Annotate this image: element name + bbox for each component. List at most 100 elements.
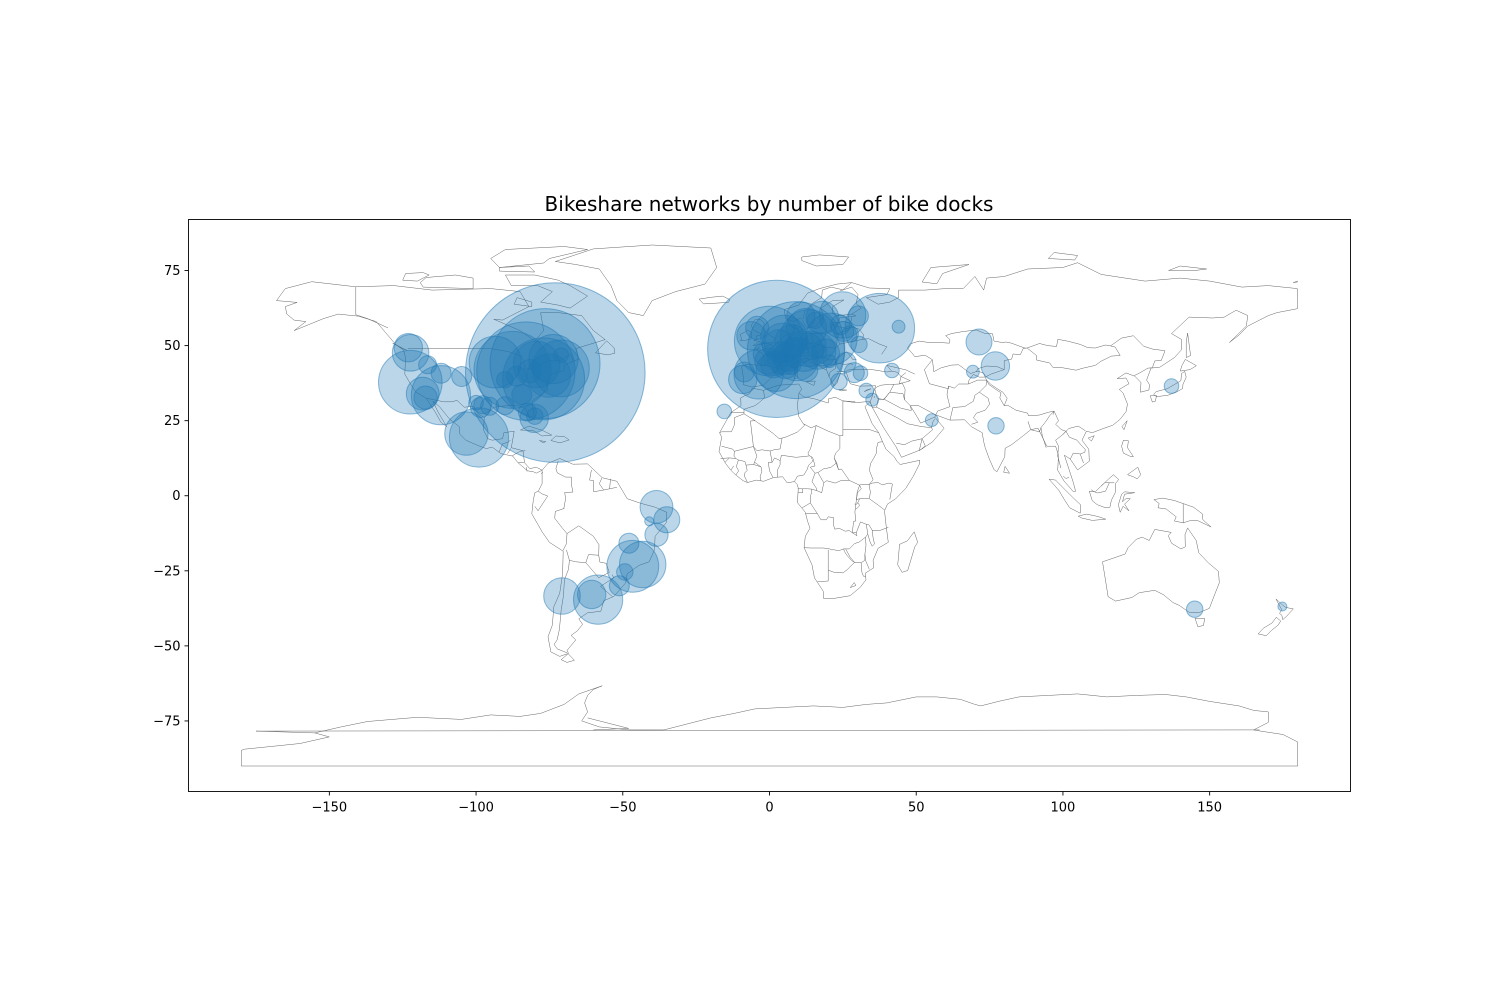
network-point <box>733 361 755 383</box>
network-point <box>1186 600 1204 618</box>
land-victoria-island <box>420 274 474 289</box>
country-border <box>407 348 574 370</box>
world-basemap <box>241 244 1298 767</box>
network-point <box>754 347 782 375</box>
country-border <box>525 467 528 472</box>
network-point <box>418 355 438 375</box>
network-point <box>852 365 869 382</box>
country-border <box>1110 335 1166 376</box>
land-madagascar <box>897 531 918 573</box>
country-border <box>810 502 818 514</box>
country-border <box>874 384 895 400</box>
network-point <box>526 407 544 425</box>
y-tick-label: −25 <box>153 564 180 579</box>
land-nz-north <box>1275 598 1294 620</box>
land-jamaica <box>539 440 547 443</box>
network-point <box>830 372 848 391</box>
land-severnaya-zemlya <box>1048 252 1078 261</box>
land-nz-south <box>1257 617 1281 636</box>
land-new-guinea <box>1153 497 1212 528</box>
country-border <box>724 457 730 463</box>
land-novaya-zemlya <box>921 264 970 285</box>
y-tick-label: 75 <box>164 264 181 279</box>
network-point <box>608 575 630 597</box>
network-point <box>506 365 528 387</box>
land-south-america <box>531 458 668 657</box>
land-wrangel-island <box>1293 280 1298 283</box>
land-new-siberian-islands <box>1168 265 1207 271</box>
land-southampton-island <box>513 297 533 307</box>
x-tick-label: 0 <box>765 801 773 816</box>
network-point <box>728 364 758 395</box>
country-border <box>896 438 926 447</box>
country-border <box>609 478 611 489</box>
country-border <box>797 473 817 491</box>
land-tasmania <box>1194 617 1205 627</box>
network-point <box>847 305 869 327</box>
country-border <box>1070 452 1084 464</box>
land-sicily <box>805 380 816 386</box>
country-border <box>730 465 734 471</box>
network-point <box>774 324 809 359</box>
network-point <box>987 417 1005 435</box>
country-border <box>816 482 825 493</box>
bikeshare-points <box>378 279 1288 625</box>
network-point <box>752 341 777 367</box>
country-border <box>554 508 568 551</box>
network-point <box>810 338 840 368</box>
country-border <box>984 348 1024 406</box>
network-point <box>806 311 824 330</box>
land-ross-shelf <box>255 729 1260 734</box>
country-border <box>498 440 511 453</box>
network-point <box>924 413 939 428</box>
country-border <box>805 342 825 348</box>
country-border <box>507 448 511 454</box>
network-point <box>763 329 794 359</box>
country-border <box>873 395 876 399</box>
network-point <box>495 396 515 416</box>
country-border <box>886 365 915 375</box>
country-border <box>735 459 739 476</box>
network-point <box>829 314 851 336</box>
network-point <box>451 366 473 387</box>
land-vancouver-island <box>392 342 408 351</box>
network-point <box>1277 601 1288 612</box>
network-point <box>606 539 660 593</box>
land-cyprus <box>864 388 872 392</box>
network-point <box>444 411 489 456</box>
land-hispaniola <box>550 435 570 444</box>
country-border <box>868 482 893 500</box>
land-baffin-island <box>505 274 588 309</box>
network-point <box>526 353 571 398</box>
x-tick-label: −50 <box>609 801 636 816</box>
country-border <box>1090 482 1110 494</box>
country-border <box>900 372 907 377</box>
country-border <box>768 450 774 478</box>
country-border <box>534 490 548 512</box>
network-point <box>884 362 900 379</box>
network-point <box>716 403 733 420</box>
network-point <box>393 333 423 363</box>
country-border <box>817 472 850 484</box>
country-border <box>355 286 389 329</box>
network-point <box>644 522 669 547</box>
country-border <box>817 549 829 582</box>
x-tick-label: −100 <box>458 801 494 816</box>
network-point <box>511 384 533 406</box>
network-point <box>980 351 1011 381</box>
y-tick-label: −50 <box>153 639 180 654</box>
land-sri-lanka <box>1003 466 1010 474</box>
country-border <box>918 438 926 451</box>
country-border <box>540 471 544 475</box>
network-point <box>378 349 443 415</box>
network-point <box>391 334 430 372</box>
network-point <box>512 340 561 389</box>
land-sumatra <box>1048 478 1081 514</box>
network-point <box>1163 378 1180 394</box>
x-tick-label: 50 <box>908 801 925 816</box>
country-border <box>971 391 990 425</box>
country-border <box>719 413 745 433</box>
